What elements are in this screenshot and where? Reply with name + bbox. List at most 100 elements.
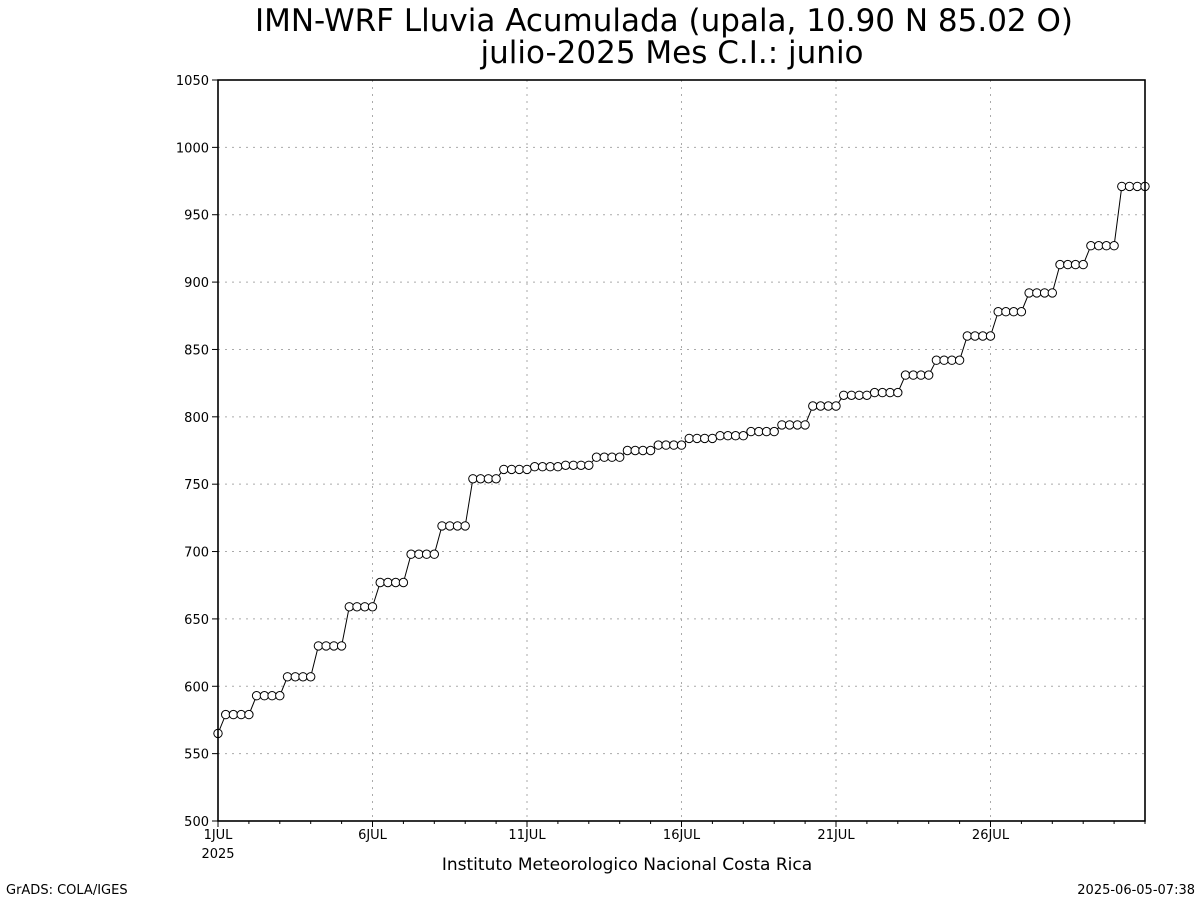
data-point: [259, 691, 270, 701]
data-point: [823, 401, 833, 411]
y-tick-label: 750: [184, 478, 209, 493]
data-point: [1109, 241, 1119, 251]
y-tick-label: 650: [184, 613, 209, 628]
data-point: [560, 460, 571, 470]
data-point: [730, 431, 741, 441]
data-point: [815, 401, 826, 411]
data-point: [360, 602, 370, 612]
data-point: [530, 462, 540, 472]
data-point: [483, 474, 494, 484]
data-point: [313, 641, 324, 651]
data-point: [406, 549, 416, 559]
data-point: [947, 355, 957, 365]
y-tick-label: 500: [184, 815, 209, 830]
data-point: [329, 641, 339, 651]
data-point: [676, 440, 687, 450]
data-point: [638, 445, 648, 456]
data-point: [475, 474, 486, 484]
data-point: [290, 672, 300, 682]
data-point: [568, 460, 579, 470]
data-point: [1094, 241, 1104, 251]
y-tick-label: 700: [184, 546, 209, 561]
data-point: [236, 709, 246, 720]
data-point: [754, 426, 764, 437]
data-point: [1039, 288, 1050, 298]
footer-left: GrADS: COLA/IGES: [6, 883, 128, 898]
y-tick-label: 1050: [176, 74, 209, 89]
data-point: [1101, 241, 1112, 251]
data-point: [692, 433, 702, 444]
data-point: [321, 641, 331, 651]
data-point: [506, 464, 517, 475]
data-point: [452, 521, 463, 531]
x-tick-label: 21JUL: [817, 828, 855, 843]
data-point: [924, 370, 934, 380]
data-point: [808, 401, 818, 411]
data-point: [545, 462, 555, 472]
data-point: [221, 709, 231, 720]
data-point: [723, 431, 733, 441]
data-point: [1124, 181, 1135, 192]
x-tick-label: 26JUL: [972, 828, 1010, 843]
data-point: [777, 420, 787, 430]
x-tick-label: 1JUL: [204, 828, 234, 843]
data-point: [537, 462, 548, 472]
data-point: [669, 440, 679, 450]
data-point: [877, 387, 888, 398]
data-point: [831, 401, 841, 411]
data-point: [414, 549, 424, 559]
data-point: [1024, 288, 1034, 298]
data-point: [978, 331, 988, 341]
data-point: [862, 390, 872, 400]
data-point: [1117, 181, 1127, 192]
data-point: [244, 709, 254, 720]
data-point: [846, 390, 857, 400]
data-point: [1055, 259, 1065, 270]
data-point: [800, 420, 810, 430]
data-point: [839, 390, 849, 400]
data-point: [746, 426, 756, 437]
data-point: [336, 641, 347, 651]
y-tick-label: 850: [184, 343, 209, 358]
axes: 500 550 600 650 700 750 800 850 900 950 1000 1050 1J…: [176, 74, 1146, 843]
data-point: [962, 331, 972, 341]
x-tick-label: 6JUL: [358, 828, 388, 843]
data-point: [344, 602, 354, 612]
data-point: [622, 445, 633, 456]
data-point: [491, 474, 501, 484]
data-point: [460, 521, 470, 531]
data-point: [715, 431, 725, 441]
data-point: [352, 602, 362, 612]
chart-subtitle: julio-2025 Mes C.I.: junio: [479, 35, 863, 71]
data-point: [684, 433, 694, 444]
data-point: [251, 691, 262, 701]
data-point: [228, 709, 239, 720]
data-point: [653, 440, 663, 450]
y-tick-label: 900: [184, 276, 209, 291]
y-tick-label: 550: [184, 748, 209, 763]
data-point: [954, 355, 965, 365]
y-tick-label: 600: [184, 680, 209, 695]
data-point: [985, 331, 996, 341]
data-point: [445, 521, 455, 531]
data-point: [769, 426, 779, 437]
data-point: [893, 387, 903, 398]
data-point: [306, 672, 316, 682]
data-point: [375, 577, 385, 588]
data-point: [1032, 288, 1042, 298]
data-point: [738, 431, 748, 441]
data-point: [429, 549, 439, 559]
data-point: [591, 452, 602, 462]
data-point: [398, 577, 409, 588]
data-point: [421, 549, 432, 559]
data-point: [522, 464, 532, 475]
data-point: [784, 420, 795, 430]
data-point: [391, 577, 401, 588]
data-point: [908, 370, 918, 380]
data-point: [1047, 288, 1058, 298]
data-point: [707, 433, 718, 444]
data-point: [1132, 181, 1143, 192]
data-point: [970, 331, 980, 341]
data-point: [437, 521, 447, 531]
data-point: [282, 672, 293, 682]
